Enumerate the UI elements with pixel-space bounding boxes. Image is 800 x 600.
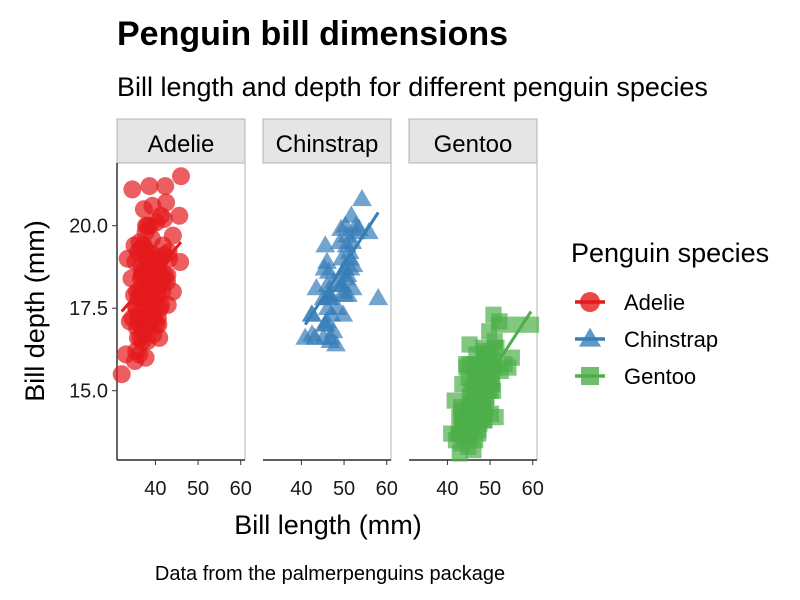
facet-strip-label: Gentoo — [434, 131, 513, 158]
data-point — [315, 235, 336, 253]
legend-item-adelie: Adelie — [575, 290, 685, 315]
data-point — [326, 334, 346, 352]
x-tick-label: 50 — [333, 478, 355, 500]
data-point — [112, 365, 131, 384]
facet-strip — [408, 118, 538, 164]
legend-title: Penguin species — [571, 238, 769, 268]
data-point — [140, 177, 159, 196]
x-tick-label: 40 — [144, 478, 166, 500]
data-point — [323, 321, 344, 339]
data-point — [163, 282, 182, 301]
legend-label: Gentoo — [624, 364, 696, 389]
x-tick-label: 60 — [376, 478, 398, 500]
x-tick-label: 40 — [436, 478, 458, 500]
data-point — [158, 266, 177, 285]
chart-subtitle: Bill length and depth for different peng… — [117, 72, 708, 102]
chart-title: Penguin bill dimensions — [117, 15, 508, 53]
data-point — [154, 210, 173, 229]
data-point — [488, 339, 505, 356]
chart-caption: Data from the palmerpenguins package — [155, 563, 505, 585]
data-point — [317, 251, 337, 269]
data-point — [163, 226, 182, 245]
data-point — [170, 206, 189, 225]
data-point — [352, 189, 372, 207]
legend-label: Adelie — [624, 290, 685, 315]
data-point — [123, 180, 142, 199]
facet-strip — [262, 118, 392, 164]
x-axis-title: Bill length (mm) — [234, 510, 422, 540]
x-tick-label: 40 — [290, 478, 312, 500]
data-point — [491, 313, 508, 330]
data-point — [156, 177, 175, 196]
y-tick-label: 17.5 — [69, 298, 108, 320]
facet-strip — [116, 118, 246, 164]
facet-gentoo: Gentoo 40 50 60 — [408, 118, 544, 500]
facet-strip-label: Chinstrap — [276, 131, 379, 158]
x-tick-label: 60 — [230, 478, 252, 500]
data-point — [522, 316, 540, 333]
data-point — [343, 255, 364, 273]
legend-label: Chinstrap — [624, 327, 718, 352]
y-tick-label: 20.0 — [69, 216, 108, 238]
regression-line — [120, 241, 183, 313]
facet-strip-label: Adelie — [148, 131, 215, 158]
data-point — [171, 253, 190, 271]
legend-item-gentoo: Gentoo — [575, 364, 696, 389]
x-tick-label: 60 — [522, 478, 544, 500]
legend-key-square-icon — [581, 367, 599, 385]
facet-chinstrap: Chinstrap 40 50 60 — [262, 118, 398, 500]
data-point — [484, 382, 502, 399]
legend-key-circle-icon — [580, 292, 600, 312]
regression-line — [449, 310, 533, 435]
data-point — [503, 349, 520, 366]
data-point — [150, 328, 169, 347]
data-point — [136, 348, 155, 367]
facet-adelie: Adelie 15.0 17.5 20.0 40 50 60 — [69, 118, 252, 500]
data-point — [342, 278, 363, 296]
legend: Penguin species Adelie Chinstrap Gentoo — [571, 238, 769, 389]
data-point — [172, 167, 190, 186]
x-tick-label: 50 — [479, 478, 501, 500]
data-point — [149, 315, 168, 334]
x-tick-label: 50 — [187, 478, 209, 500]
data-point — [368, 288, 389, 306]
y-axis-title: Bill depth (mm) — [20, 220, 50, 402]
legend-key-triangle-icon — [579, 327, 601, 347]
data-point — [487, 409, 504, 426]
legend-item-chinstrap: Chinstrap — [575, 327, 718, 352]
data-point — [333, 304, 354, 322]
y-tick-label: 15.0 — [69, 381, 108, 403]
data-point — [157, 193, 176, 212]
regression-line — [303, 211, 380, 326]
